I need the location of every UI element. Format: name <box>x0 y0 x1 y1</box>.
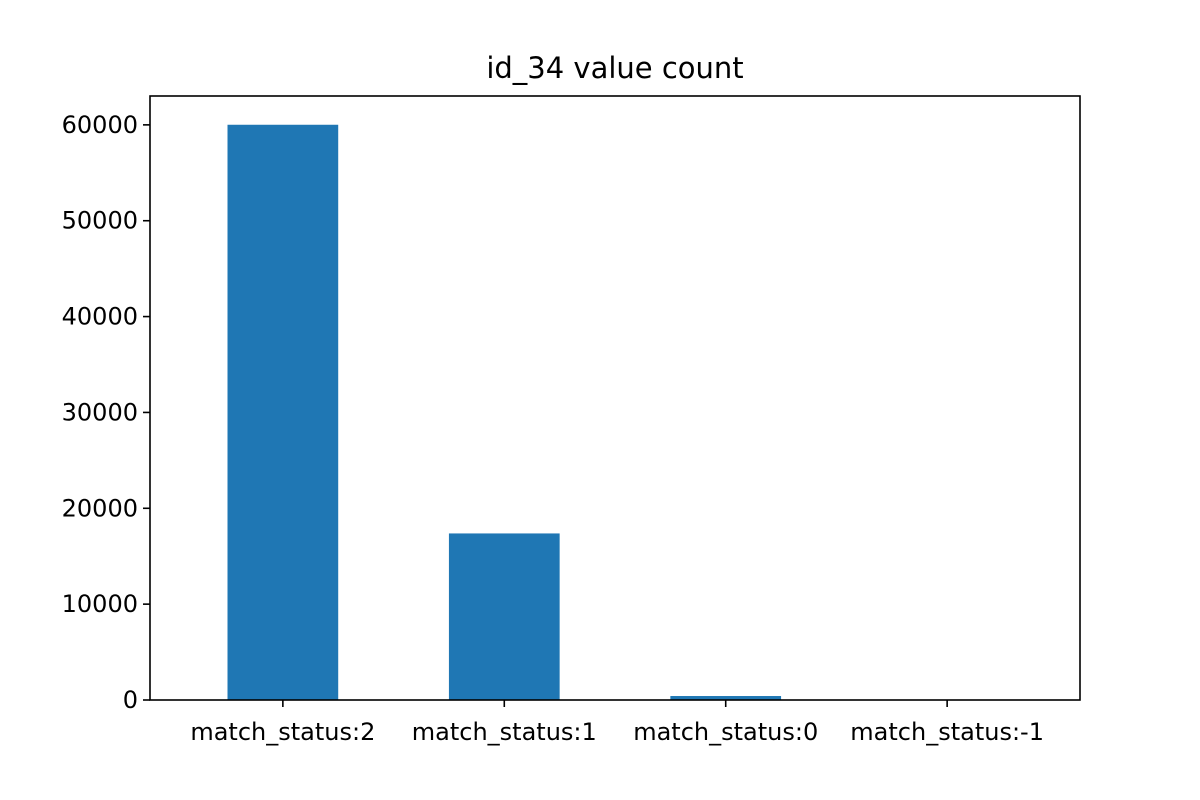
y-tick-label-6: 50000 <box>62 207 138 235</box>
y-tick-label-5: 40000 <box>62 303 138 331</box>
plot-frame <box>149 95 1081 701</box>
bar-1 <box>227 124 339 700</box>
x-tick-label-2: match_status:1 <box>412 718 597 746</box>
chart-title: id_34 value count <box>486 51 743 85</box>
x-tick-label-4: match_status:-1 <box>850 718 1044 746</box>
x-tick-label-3: match_status:0 <box>633 718 818 746</box>
y-tick-label-4: 30000 <box>62 398 138 426</box>
y-tick-label-7: 60000 <box>62 111 138 139</box>
bar-2 <box>448 533 560 700</box>
y-axis-ticks: 0 10000 20000 30000 40000 50000 60000 <box>62 111 150 714</box>
x-tick-label-1: match_status:2 <box>190 718 375 746</box>
y-tick-label-1: 0 <box>123 686 138 714</box>
bars-group <box>227 124 1003 700</box>
y-tick-label-3: 20000 <box>62 494 138 522</box>
y-tick-label-2: 10000 <box>62 590 138 618</box>
bar-3 <box>670 696 782 700</box>
x-axis-ticks: match_status:2 match_status:1 match_status… <box>190 700 1044 746</box>
